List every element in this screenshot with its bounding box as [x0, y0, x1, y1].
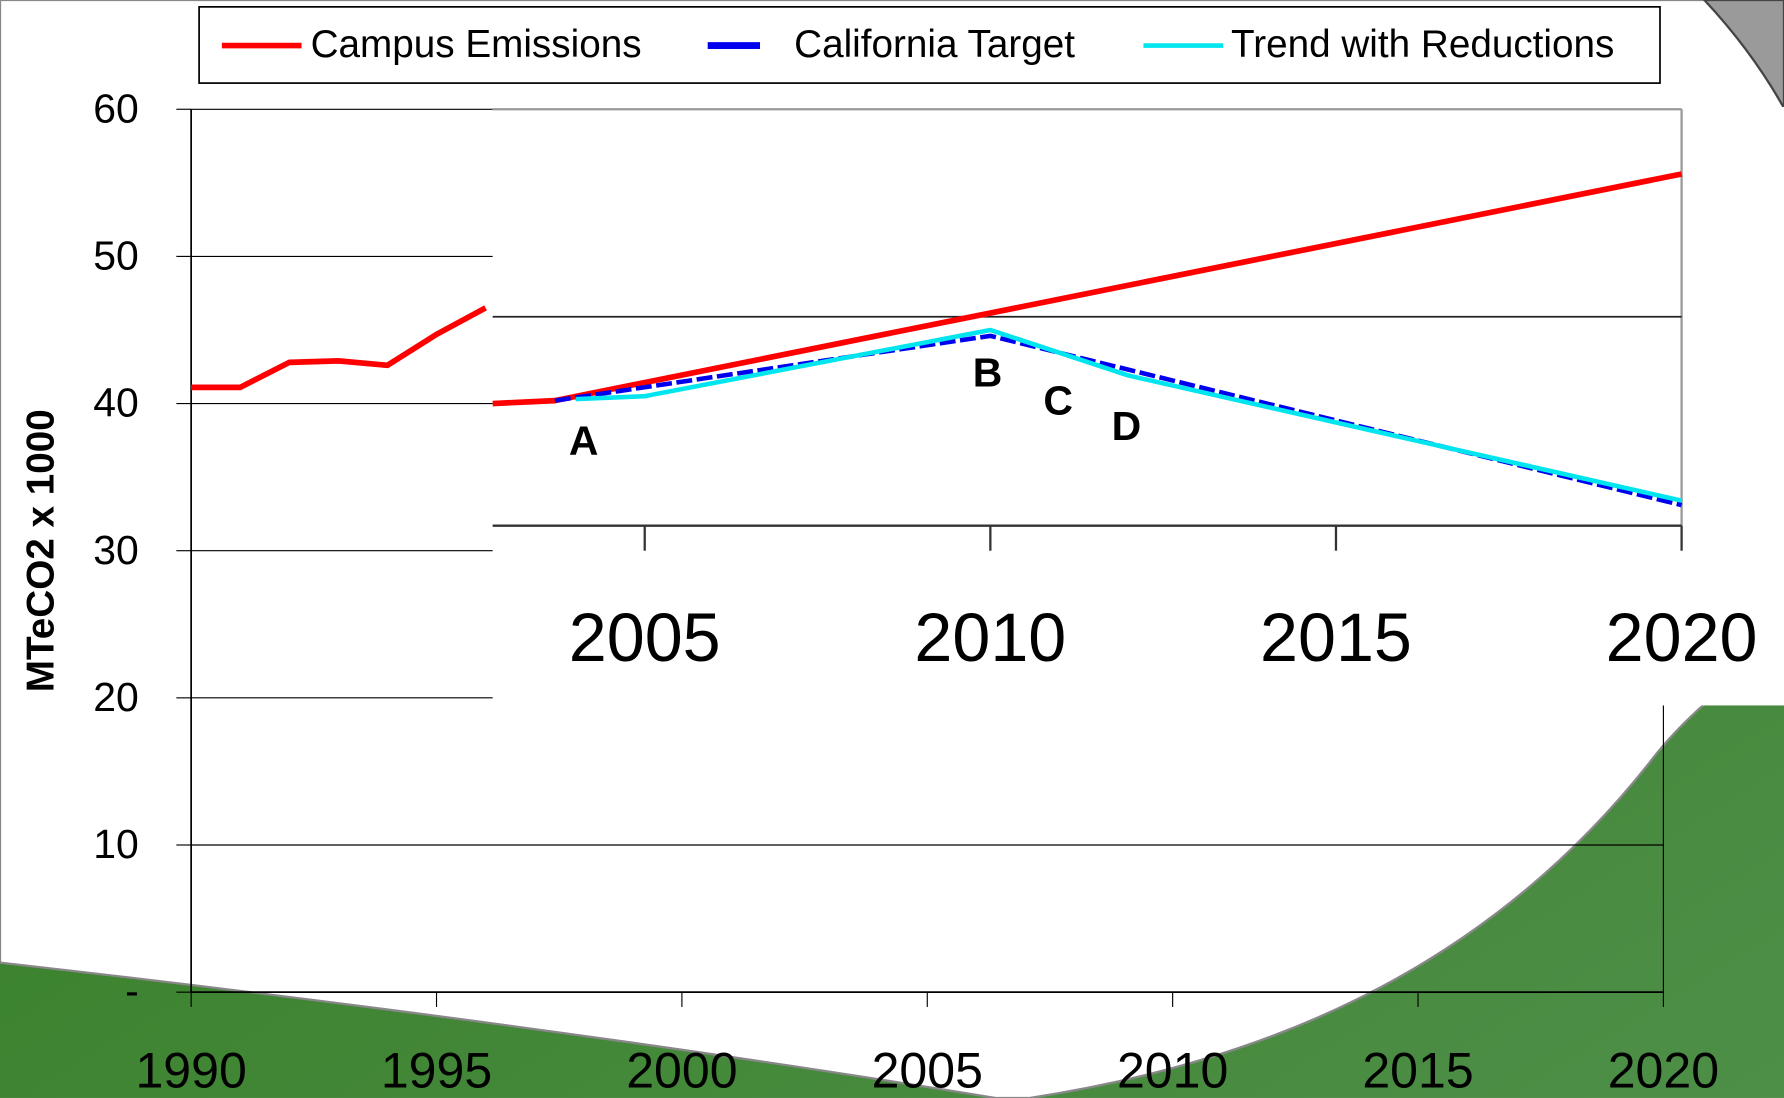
- legend-label: California Target: [794, 23, 1075, 66]
- x-tick-label: 2005: [872, 1042, 983, 1098]
- legend-label: Campus Emissions: [311, 23, 642, 66]
- y-tick-label: 20: [93, 674, 139, 720]
- x-tick-label: 2010: [914, 600, 1066, 676]
- y-axis-label: MTeCO2 x 1000: [19, 409, 62, 692]
- x-tick-label: 2020: [1606, 600, 1758, 676]
- annotation: D: [1112, 403, 1142, 449]
- y-tick-label: 10: [93, 821, 139, 867]
- y-tick-label: 30: [93, 527, 139, 573]
- x-tick-label: 2015: [1260, 600, 1412, 676]
- x-tick-label: 2020: [1608, 1042, 1719, 1098]
- annotation: A: [569, 418, 599, 464]
- x-tick-label: 1995: [381, 1042, 492, 1098]
- annotation: B: [973, 349, 1003, 395]
- legend: Campus Emissions California Target Trend…: [199, 7, 1660, 83]
- x-tick-label: 2010: [1117, 1042, 1228, 1098]
- y-tick-label: -: [125, 968, 139, 1014]
- annotation: C: [1043, 378, 1073, 424]
- x-tick-label: 2015: [1362, 1042, 1473, 1098]
- y-tick-label: 50: [93, 232, 139, 278]
- y-tick-label: 40: [93, 380, 139, 426]
- legend-label: Trend with Reductions: [1231, 23, 1614, 66]
- x-tick-label: 2000: [626, 1042, 737, 1098]
- x-tick-label: 2005: [569, 600, 721, 676]
- x-tick-label: 1990: [135, 1042, 246, 1098]
- y-tick-label: 60: [93, 85, 139, 131]
- chart: - 10 20 30 40 50 60 1990 1995 2000 2005 2010 2015 202…: [0, 0, 1784, 1098]
- page: - 10 20 30 40 50 60 1990 1995 2000 2005 2010 2015 202…: [0, 0, 1784, 1098]
